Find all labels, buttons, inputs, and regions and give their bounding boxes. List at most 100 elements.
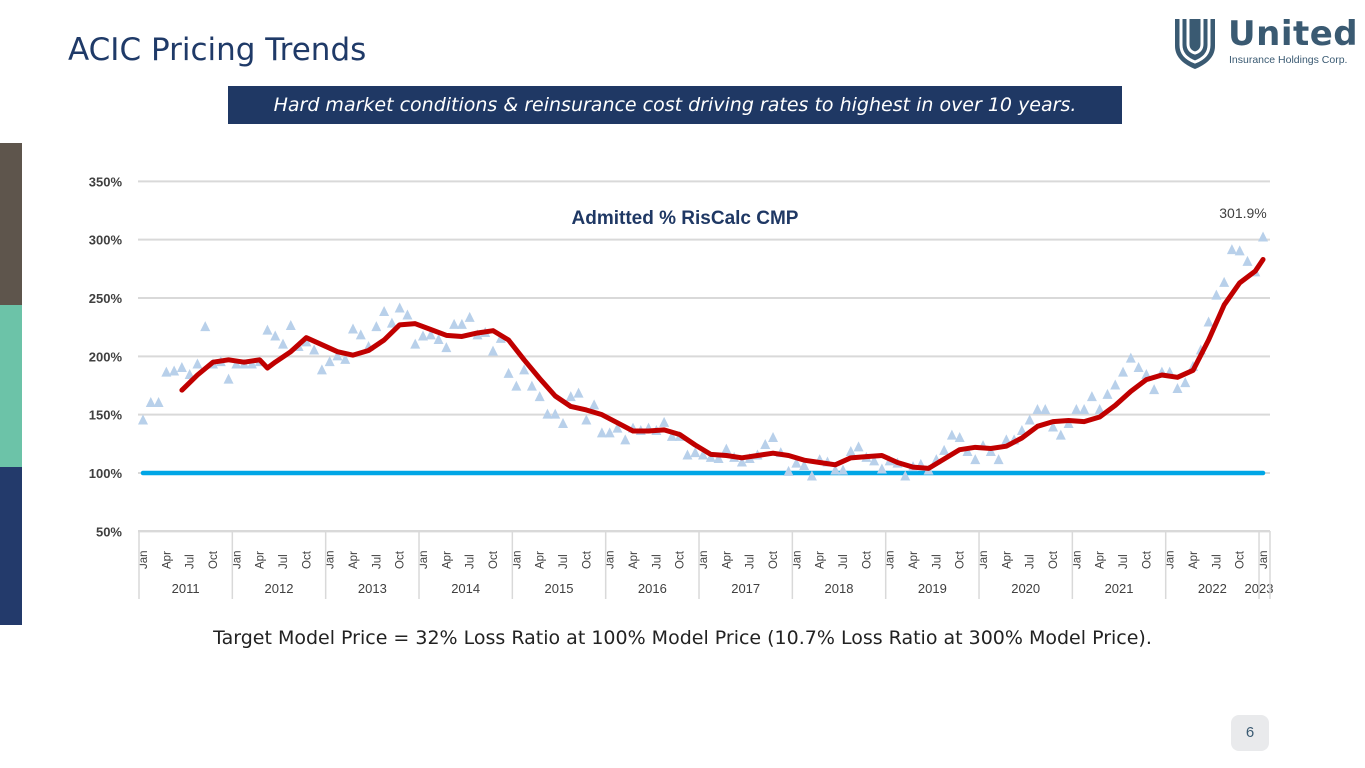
x-month-label: Apr <box>348 551 360 569</box>
scatter-point <box>418 330 429 341</box>
x-month-label: Jan <box>1258 550 1270 569</box>
scatter-point <box>985 445 996 456</box>
x-month-label: Apr <box>1001 551 1013 569</box>
accent-strip-brown <box>0 143 22 305</box>
scatter-point <box>760 438 771 449</box>
x-month-label: Oct <box>208 550 220 569</box>
scatter-point <box>1032 403 1043 414</box>
scatter-point <box>791 457 802 468</box>
scatter-point <box>558 417 569 428</box>
x-month-label: Apr <box>628 551 640 569</box>
scatter-point <box>324 356 335 367</box>
scatter-point <box>192 358 203 369</box>
x-month-label: Apr <box>815 551 827 569</box>
scatter-point <box>876 463 887 474</box>
scatter-point <box>1133 361 1144 372</box>
x-month-label: Oct <box>861 550 873 569</box>
scatter-point <box>138 414 148 425</box>
scatter-point <box>900 470 911 481</box>
x-month-label: Apr <box>161 551 173 569</box>
scatter-point <box>464 311 475 322</box>
logo-subtitle: Insurance Holdings Corp. <box>1229 54 1348 66</box>
x-month-label: Apr <box>441 551 453 569</box>
scatter-point <box>682 449 693 460</box>
scatter-point <box>1071 403 1082 414</box>
scatter-point <box>371 321 382 332</box>
scatter-point <box>1079 403 1090 414</box>
footer-note: Target Model Price = 32% Loss Ratio at 1… <box>213 627 1152 649</box>
scatter-point <box>1219 276 1230 287</box>
scatter-point <box>845 445 856 456</box>
chart-title: Admitted % RisCalc CMP <box>572 208 799 229</box>
x-month-label: Oct <box>955 550 967 569</box>
x-year-label: 2018 <box>825 581 854 596</box>
scatter-point <box>433 333 444 344</box>
scatter-point <box>270 330 281 341</box>
scatter-point <box>441 342 452 353</box>
scatter-point <box>970 454 981 465</box>
x-month-label: Jul <box>558 554 570 569</box>
scatter-point <box>316 364 327 375</box>
x-month-label: Oct <box>301 550 313 569</box>
x-month-label: Apr <box>908 551 920 569</box>
scatter-point <box>666 430 677 441</box>
y-tick-label: 150% <box>89 408 123 423</box>
shield-u-icon <box>1175 19 1215 69</box>
scatter-point <box>1086 391 1097 402</box>
x-year-label: 2014 <box>451 581 480 596</box>
scatter-point <box>488 345 499 356</box>
x-month-label: Jul <box>1118 554 1130 569</box>
y-tick-label: 350% <box>89 174 123 189</box>
scatter-point <box>1024 414 1035 425</box>
x-year-label: 2020 <box>1011 581 1040 596</box>
scatter-point <box>1149 384 1160 395</box>
scatter-point <box>690 447 701 458</box>
scatter-point <box>402 309 413 320</box>
scatter-point <box>534 391 545 402</box>
x-month-label: Jul <box>371 554 383 569</box>
scatter-point <box>511 380 522 391</box>
scatter-point <box>550 408 561 419</box>
scatter-point <box>768 431 779 442</box>
scatter-point <box>176 361 187 372</box>
x-month-label: Jul <box>1025 554 1037 569</box>
x-month-label: Oct <box>768 550 780 569</box>
scatter-point <box>262 324 273 335</box>
x-month-label: Jul <box>185 554 197 569</box>
x-month-label: Apr <box>1188 551 1200 569</box>
moving-average-group <box>179 256 1266 471</box>
x-month-label: Jan <box>138 550 150 569</box>
scatter-point <box>519 364 530 375</box>
last-value-annotation: 301.9% <box>1219 205 1266 221</box>
scatter-point <box>946 429 957 440</box>
scatter-point <box>184 368 195 379</box>
scatter-point <box>332 350 343 361</box>
x-month-label: Jan <box>231 550 243 569</box>
scatter-point <box>659 416 670 427</box>
scatter-point <box>526 380 537 391</box>
y-tick-label: 100% <box>89 466 123 481</box>
scatter-point <box>410 338 421 349</box>
x-month-label: Oct <box>675 550 687 569</box>
logo-wordmark: United <box>1228 14 1359 54</box>
scatter-point <box>1040 403 1051 414</box>
scatter-point <box>620 434 631 445</box>
scatter-point <box>542 408 553 419</box>
scatter-point <box>379 305 390 316</box>
x-month-label: Jan <box>325 550 337 569</box>
x-month-label: Jul <box>278 554 290 569</box>
scatter-point <box>394 302 405 313</box>
x-month-label: Jan <box>511 550 523 569</box>
scatter-point <box>713 452 724 463</box>
x-year-label: 2019 <box>918 581 947 596</box>
scatter-point <box>604 427 615 438</box>
x-month-label: Apr <box>721 551 733 569</box>
x-month-label: Oct <box>1235 550 1247 569</box>
x-year-label: 2016 <box>638 581 667 596</box>
scatter-point <box>565 391 576 402</box>
x-month-label: Apr <box>1095 551 1107 569</box>
x-year-label: 2013 <box>358 581 387 596</box>
scatter-point <box>1055 429 1066 440</box>
scatter-point <box>1242 255 1253 266</box>
x-month-label: Oct <box>1141 550 1153 569</box>
